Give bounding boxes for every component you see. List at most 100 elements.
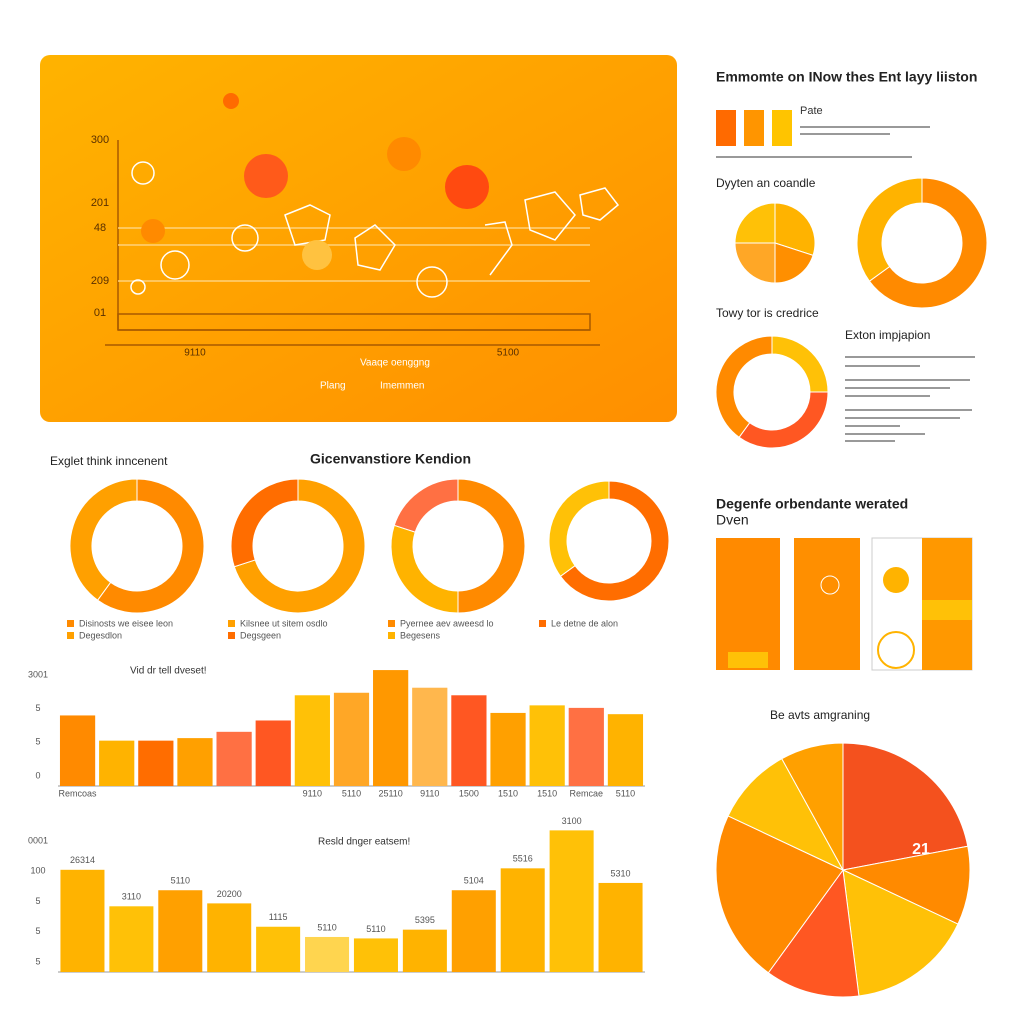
slice: [842, 742, 969, 871]
bar: [60, 869, 105, 972]
bar: [216, 731, 252, 786]
x-tick-label: 25110: [378, 788, 402, 798]
bar: [500, 868, 545, 972]
hero-y-label: 48: [94, 222, 106, 234]
chart-title: Dyyten an coandle: [716, 176, 816, 190]
bar: [255, 720, 291, 786]
bar: [305, 936, 350, 972]
legend-label: Le detne de alon: [551, 618, 618, 628]
slice: [390, 524, 459, 614]
slice: [233, 478, 366, 614]
bar: [598, 882, 643, 972]
x-tick-label: 1500: [459, 788, 479, 798]
slice: [774, 242, 814, 284]
hero-legend: Plang: [320, 381, 346, 392]
hero-legend: Vaaqe oenggng: [360, 358, 430, 369]
bar: [549, 830, 594, 972]
legend-swatch: [228, 620, 235, 627]
slice: [96, 478, 205, 614]
bar-label: 5310: [611, 868, 631, 878]
slice: [734, 242, 776, 284]
bar: [294, 695, 330, 786]
y-label: 5: [35, 896, 40, 906]
bar: [402, 929, 447, 972]
legend-label: Pyernee aev aweesd lo: [400, 618, 494, 628]
bar-label: 5110: [366, 924, 385, 934]
y-label: 5: [35, 956, 40, 966]
x-tick-label: 5110: [616, 788, 635, 798]
legend-label: Disinosts we eisee leon: [79, 618, 173, 628]
hero-y-label: 01: [94, 307, 106, 319]
bar-label: 5110: [171, 876, 190, 886]
text-lines: [716, 126, 975, 442]
slice: [457, 478, 526, 614]
legend-swatch: [388, 620, 395, 627]
bar: [451, 695, 487, 786]
chart-title: Towy tor is credrice: [716, 306, 819, 320]
bar-label: 3110: [122, 892, 141, 902]
legend-swatch: [716, 110, 736, 146]
y-label: 100: [30, 866, 45, 876]
slice: [559, 480, 670, 602]
hero-legend: Imemmen: [380, 381, 424, 392]
slice: [767, 868, 860, 998]
bar-label: 5395: [415, 915, 435, 925]
x-tick-label: 9110: [420, 788, 439, 798]
x-tick-label: 1510: [537, 788, 557, 798]
slice: [230, 478, 299, 568]
cards: [716, 537, 973, 671]
legend-swatch: [539, 620, 546, 627]
slice: [774, 202, 816, 256]
bar-label: 3100: [562, 816, 582, 826]
annotation: 21: [912, 841, 930, 858]
hero-y-label: 300: [91, 134, 109, 146]
bar-label: 1115: [269, 912, 288, 922]
slice: [727, 758, 845, 872]
legend-swatch: [388, 632, 395, 639]
slice: [69, 478, 138, 601]
slice: [734, 202, 776, 244]
bar: [568, 707, 604, 786]
slice: [548, 480, 610, 577]
bar: [158, 890, 203, 972]
legend-swatch: [228, 632, 235, 639]
bar: [256, 926, 301, 972]
slice: [842, 869, 959, 997]
bar: [529, 705, 565, 786]
x-tick-label: 5110: [342, 788, 361, 798]
bar: [373, 670, 409, 786]
legend-title: Pate: [800, 105, 823, 117]
slice: [856, 177, 923, 282]
hero-y-label: 201: [91, 197, 109, 209]
bar-label: 20200: [217, 889, 242, 899]
legend-label: Kilsnee ut sitem osdlo: [240, 618, 328, 628]
bar: [177, 738, 213, 786]
bar-label: 26314: [70, 855, 95, 865]
legend-swatch: [67, 620, 74, 627]
hero-y-label: 209: [91, 275, 109, 287]
hero-x-label: 5100: [497, 348, 520, 359]
bar: [490, 712, 526, 786]
bar: [109, 906, 154, 972]
section-title: Gicenvanstiore Kendion: [310, 451, 471, 467]
bar: [333, 692, 370, 786]
bar: [138, 740, 174, 786]
bar-label: 5516: [513, 854, 533, 864]
cards-title: Degenfe orbendante werated: [716, 496, 908, 512]
chart-title: Exglet think inncenent: [50, 454, 168, 468]
chart-title: Vid dr tell dveset!: [130, 666, 207, 677]
bar-label: 5110: [317, 922, 336, 932]
y-label: 3001: [28, 669, 48, 679]
hero-panel: [40, 55, 677, 422]
legend-swatch: [772, 110, 792, 146]
chart-title: Be avts amgraning: [770, 708, 870, 722]
bar-label: 5104: [464, 876, 484, 886]
y-label: 5: [35, 926, 40, 936]
cards-subtitle: Dven: [716, 512, 749, 528]
y-label: 0001: [28, 835, 48, 845]
extra-title: Exton impjapion: [845, 328, 930, 342]
x-tick-label: 9110: [303, 788, 322, 798]
hero-decor: [105, 140, 620, 346]
legend-label: Degesdlon: [79, 630, 122, 640]
